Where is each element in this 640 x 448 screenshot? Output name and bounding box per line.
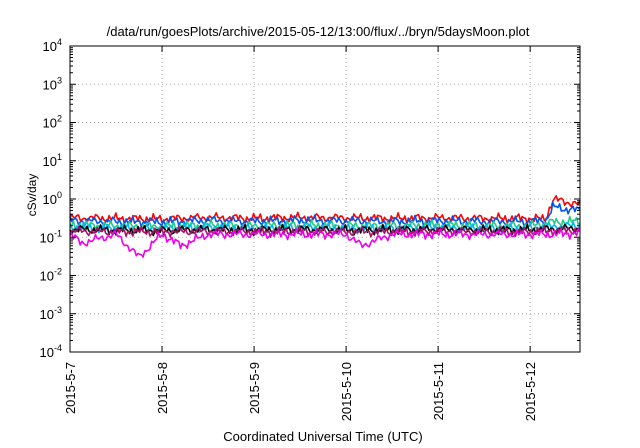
x-tick-label: 2015-5-7 bbox=[63, 362, 78, 414]
y-tick-label: 102 bbox=[43, 114, 62, 131]
y-tick-label: 101 bbox=[43, 152, 62, 169]
x-axis-label: Coordinated Universal Time (UTC) bbox=[223, 429, 422, 444]
y-tick-label: 100 bbox=[43, 190, 62, 207]
ticks: 10-4 10-3 10-2 10-1 100 101 102 103 104 2015-5-7 2… bbox=[40, 37, 580, 421]
x-tick-label: 2015-5-11 bbox=[431, 362, 446, 420]
y-axis-label: cSv/day bbox=[25, 174, 39, 217]
x-tick-label: 2015-5-9 bbox=[247, 362, 262, 414]
series-line-1 bbox=[69, 195, 581, 225]
x-tick-label: 2015-5-10 bbox=[339, 362, 354, 421]
grid bbox=[70, 46, 580, 352]
series-line-6 bbox=[69, 224, 581, 238]
y-tick-label: 10-4 bbox=[40, 343, 62, 360]
chart-title: /data/run/goesPlots/archive/2015-05-12/1… bbox=[107, 24, 530, 39]
x-tick-label: 2015-5-12 bbox=[523, 362, 538, 421]
series-line-7 bbox=[69, 227, 581, 258]
y-tick-label: 10-1 bbox=[40, 228, 62, 245]
series-group bbox=[69, 195, 581, 258]
y-tick-label: 10-3 bbox=[40, 305, 62, 322]
y-tick-label: 10-2 bbox=[40, 267, 62, 284]
y-tick-label: 103 bbox=[43, 75, 62, 92]
y-tick-label: 104 bbox=[43, 37, 62, 54]
x-tick-label: 2015-5-8 bbox=[155, 362, 170, 414]
series-line-3 bbox=[69, 215, 581, 233]
